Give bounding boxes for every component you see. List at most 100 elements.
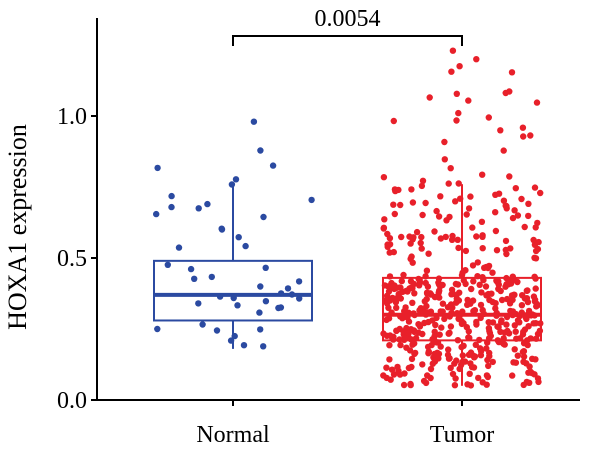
data-point — [511, 207, 518, 214]
data-point — [256, 309, 263, 316]
data-point — [405, 330, 412, 337]
data-point — [504, 327, 511, 335]
data-point — [524, 287, 531, 294]
data-point — [478, 289, 485, 296]
data-point — [525, 200, 532, 207]
data-point — [514, 212, 522, 219]
data-point — [463, 211, 470, 218]
data-point — [380, 174, 388, 181]
data-point — [520, 353, 528, 360]
data-point — [448, 68, 455, 75]
data-point — [479, 171, 486, 178]
data-point — [492, 209, 499, 216]
data-point — [486, 327, 493, 335]
data-point — [431, 293, 439, 301]
data-point — [485, 114, 492, 121]
data-point — [423, 267, 431, 274]
data-point — [397, 295, 404, 302]
data-point — [447, 364, 454, 372]
data-point — [390, 371, 398, 378]
data-point — [518, 195, 525, 203]
data-point — [381, 216, 388, 223]
data-point — [417, 305, 425, 312]
data-point — [495, 278, 502, 285]
data-point — [526, 363, 533, 370]
data-point — [485, 362, 492, 370]
y-tick-label: 1.0 — [57, 104, 87, 130]
data-point — [277, 304, 285, 311]
data-point — [501, 341, 508, 348]
data-point — [523, 315, 530, 323]
data-point — [512, 328, 519, 335]
data-point — [511, 346, 518, 353]
data-point — [477, 348, 485, 355]
data-point — [473, 56, 480, 63]
data-point — [421, 298, 428, 305]
data-point — [154, 164, 161, 172]
x-tick-label-tumor: Tumor — [430, 422, 494, 448]
data-point — [420, 377, 428, 385]
data-point — [235, 234, 242, 241]
data-point — [446, 213, 453, 221]
box-group — [153, 184, 542, 386]
data-point — [413, 228, 421, 236]
data-point — [400, 328, 407, 335]
data-point — [512, 185, 519, 192]
data-point — [424, 343, 432, 351]
data-point — [441, 138, 448, 146]
data-point — [468, 285, 475, 293]
data-point — [242, 242, 249, 250]
data-point — [419, 211, 426, 219]
data-point — [451, 382, 459, 389]
data-point — [518, 302, 526, 309]
data-point — [380, 225, 387, 232]
data-point — [257, 326, 264, 333]
data-point — [482, 283, 490, 290]
data-point — [533, 99, 541, 106]
data-point — [519, 124, 527, 131]
data-point — [386, 241, 394, 248]
data-point — [509, 372, 516, 379]
data-point — [260, 213, 267, 221]
data-point — [526, 379, 533, 386]
data-point — [388, 366, 396, 373]
data-point — [453, 357, 460, 364]
data-point — [447, 165, 454, 172]
data-point — [391, 210, 398, 218]
data-point — [234, 302, 241, 309]
data-point — [232, 176, 240, 183]
data-point — [470, 278, 477, 285]
data-point — [465, 97, 472, 104]
data-point — [482, 263, 490, 271]
data-point — [510, 291, 518, 298]
data-point — [445, 346, 452, 353]
data-point — [447, 323, 455, 330]
data-point — [213, 327, 221, 334]
data-point — [525, 212, 532, 220]
data-point — [492, 191, 499, 198]
data-point — [412, 349, 419, 357]
data-point — [483, 292, 490, 299]
data-point — [469, 224, 476, 231]
data-point — [503, 321, 510, 328]
data-point — [464, 301, 471, 308]
data-point — [250, 118, 258, 125]
data-point — [431, 358, 439, 365]
comparison-bracket — [232, 35, 463, 46]
data-point — [531, 273, 538, 280]
data-point — [530, 236, 537, 244]
data-point — [164, 261, 171, 268]
data-point — [474, 259, 481, 266]
data-point — [218, 226, 226, 233]
data-point — [521, 223, 528, 231]
comparison-annotation: 0.0054 — [232, 6, 463, 46]
data-point — [530, 320, 537, 327]
data-point — [390, 117, 397, 125]
data-point — [426, 94, 433, 101]
data-point — [435, 289, 442, 296]
data-point — [411, 290, 418, 297]
data-point — [154, 325, 161, 333]
data-point — [532, 356, 539, 363]
data-point — [477, 301, 485, 309]
